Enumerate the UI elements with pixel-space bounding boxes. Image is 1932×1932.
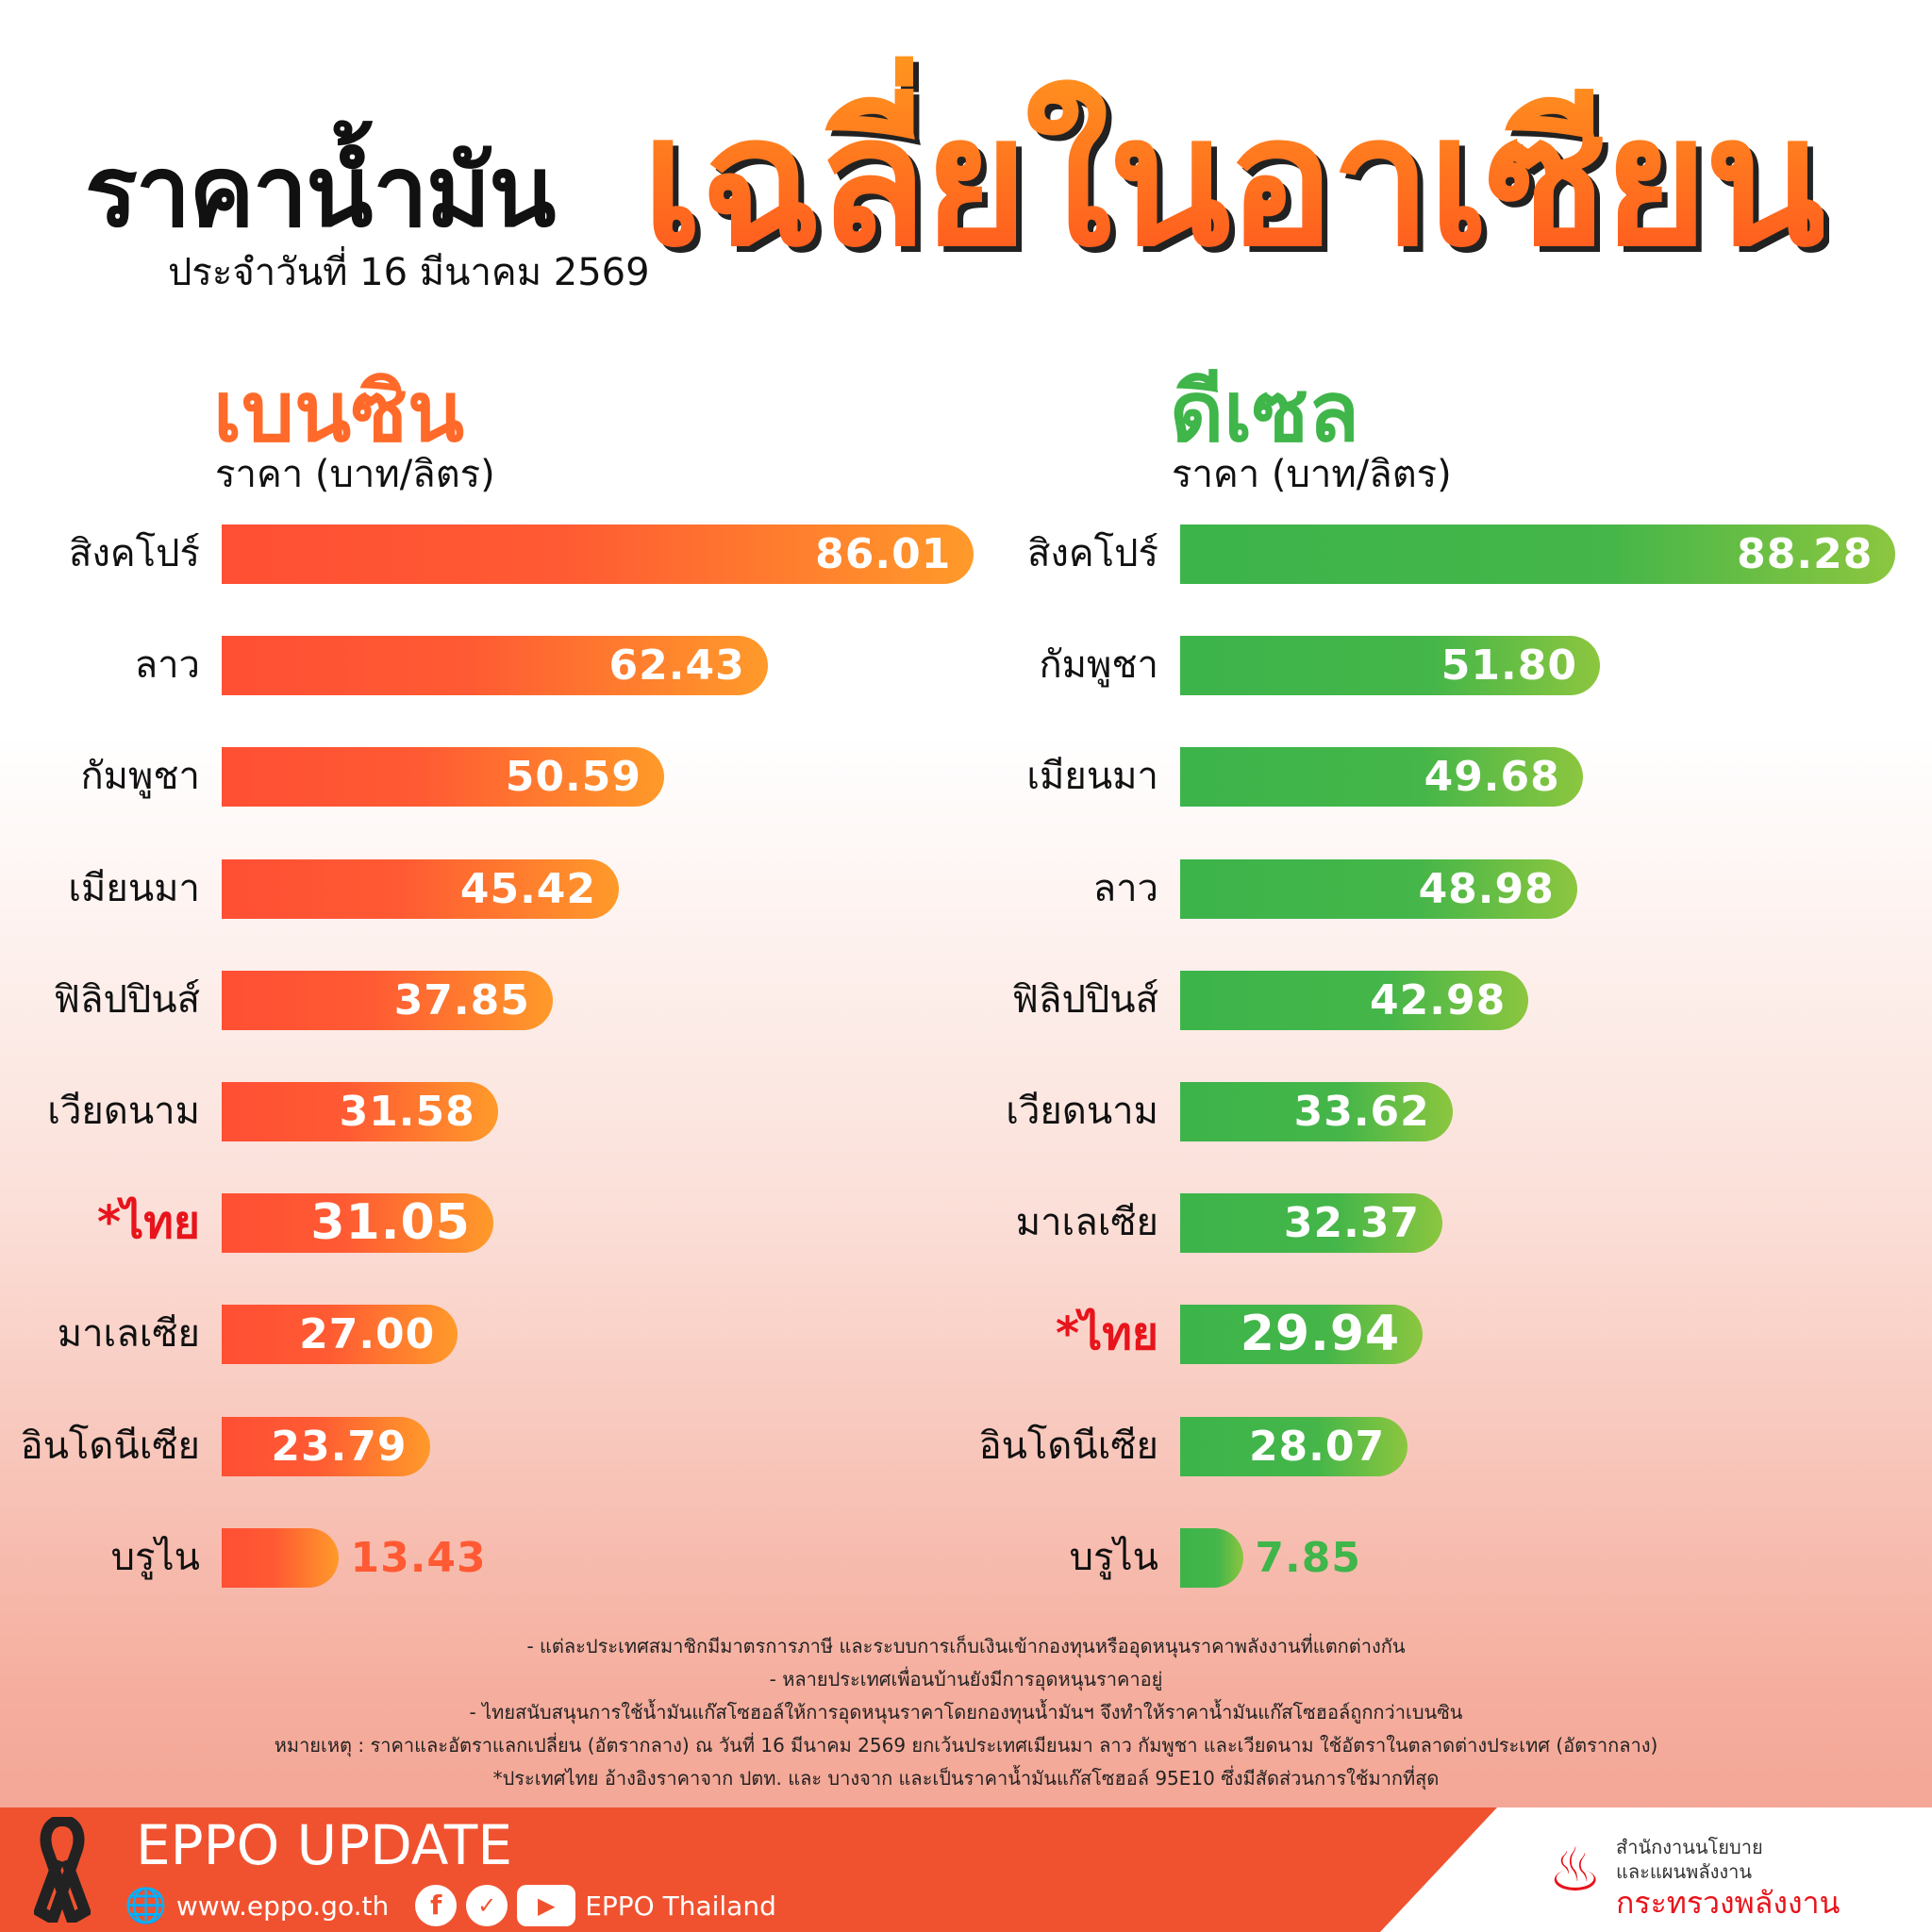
gasoline-country-label: มาเลเซีย xyxy=(57,1312,200,1357)
diesel-country-label: บรูไน xyxy=(1069,1535,1158,1579)
note: *ประเทศไทย อ้างอิงราคาจาก ปตท. และ บางจา… xyxy=(492,1767,1440,1790)
diesel-bar xyxy=(1180,1305,1424,1365)
diesel-country-label: ลาว xyxy=(1092,866,1158,910)
gasoline-country-label: บรูไน xyxy=(110,1535,200,1579)
diesel-value-label: 88.28 xyxy=(1737,530,1874,578)
note: - หลายประเทศเพื่อนบ้านยังมีการอุดหนุนราค… xyxy=(769,1668,1163,1690)
gasoline-value-label: 86.01 xyxy=(815,530,952,578)
diesel-bar xyxy=(1180,858,1577,919)
diesel-bar xyxy=(1180,970,1529,1030)
gasoline-country-label: อินโดนีเซีย xyxy=(20,1424,200,1468)
diesel-bar xyxy=(1180,636,1600,696)
diesel-country-label: สิงคโปร์ xyxy=(1026,532,1158,575)
diesel-bar xyxy=(1180,1193,1443,1254)
gasoline-value-label: 13.43 xyxy=(350,1533,487,1582)
diesel-value-label: 32.37 xyxy=(1283,1199,1421,1248)
gasoline-country-label: ลาว xyxy=(134,643,200,688)
gasoline-value-label: 45.42 xyxy=(459,864,597,913)
gasoline-bar xyxy=(222,1527,340,1588)
gasoline-value-label: 23.79 xyxy=(271,1422,408,1471)
diesel-value-label: 33.62 xyxy=(1293,1088,1430,1136)
social-handle[interactable]: EPPO Thailand xyxy=(585,1890,776,1922)
youtube-icon[interactable]: ▶ xyxy=(517,1885,576,1926)
note: - ไทยสนับสนุนการใช้น้ำมันแก๊สโซฮอล์ให้กา… xyxy=(469,1701,1463,1724)
ministry-name: กระทรวงพลังงาน xyxy=(1616,1885,1840,1921)
gasoline-bar xyxy=(222,636,768,696)
diesel-value-label: 29.94 xyxy=(1240,1306,1401,1363)
diesel-country-label: ฟิลิปปินส์ xyxy=(1011,977,1158,1022)
diesel-country-label: เวียดนาม xyxy=(1006,1090,1158,1133)
diesel-bar xyxy=(1180,525,1896,584)
diesel-country-label: *ไทย xyxy=(1055,1307,1158,1361)
diesel-bar xyxy=(1180,747,1583,808)
diesel-country-label: มาเลเซีย xyxy=(1015,1201,1158,1245)
facebook-icon[interactable]: f xyxy=(415,1885,458,1926)
date: ประจำวันที่ 16 มีนาคม 2569 xyxy=(168,251,650,294)
gasoline-country-label: กัมพูชา xyxy=(80,755,200,799)
gasoline-value-label: 31.05 xyxy=(310,1194,471,1252)
diesel-value-label: 42.98 xyxy=(1370,975,1507,1024)
gasoline-country-label: ฟิลิปปินส์ xyxy=(53,977,200,1022)
gasoline-country-label: สิงคโปร์ xyxy=(68,532,200,575)
gasoline-bar xyxy=(222,1305,458,1365)
gasoline-bar xyxy=(222,1416,430,1476)
diesel-country-label: อินโดนีเซีย xyxy=(978,1424,1158,1468)
footnotes: - แต่ละประเทศสมาชิกมีมาตรการภาษี และระบบ… xyxy=(0,1630,1932,1795)
diesel-unit: ราคา (บาท/ลิตร) xyxy=(1172,453,1452,496)
gasoline-bar xyxy=(222,747,664,808)
gasoline-bar xyxy=(222,1193,493,1254)
gasoline-bar xyxy=(222,970,553,1030)
gasoline-value-label: 31.58 xyxy=(339,1088,475,1136)
diesel-bar xyxy=(1180,1416,1408,1476)
org-line2: และแผนพลังงาน xyxy=(1616,1860,1753,1883)
gasoline-country-label: เวียดนาม xyxy=(47,1090,200,1133)
title-black: ราคาน้ำมัน xyxy=(85,134,556,249)
gasoline-value-label: 37.85 xyxy=(393,975,530,1024)
gasoline-unit: ราคา (บาท/ลิตร) xyxy=(215,453,495,496)
diesel-value-label: 51.80 xyxy=(1441,641,1577,691)
diesel-value-label: 48.98 xyxy=(1418,864,1555,913)
twitter-icon[interactable]: ✓ xyxy=(466,1885,508,1926)
diesel-bar xyxy=(1180,1527,1244,1588)
diesel-country-label: เมียนมา xyxy=(1026,755,1158,799)
gasoline-value-label: 27.00 xyxy=(299,1310,436,1359)
diesel-value-label: 7.85 xyxy=(1255,1533,1361,1582)
diesel-country-label: กัมพูชา xyxy=(1039,643,1158,688)
gasoline-bar xyxy=(222,858,620,919)
globe-icon: 🌐 xyxy=(125,1887,167,1925)
note: - แต่ละประเทศสมาชิกมีมาตรการภาษี และระบบ… xyxy=(526,1635,1406,1657)
diesel-value-label: 49.68 xyxy=(1424,753,1560,802)
footer-title: EPPO UPDATE xyxy=(136,1813,513,1877)
note: หมายเหตุ : ราคาและอัตราแลกเปลี่ยน (อัตรา… xyxy=(274,1734,1658,1757)
diesel-value-label: 28.07 xyxy=(1248,1422,1386,1471)
flame-logo-icon: ♨ xyxy=(1548,1836,1603,1906)
diesel-title: ดีเซล xyxy=(1170,363,1359,460)
gasoline-title: เบนซิน xyxy=(213,363,464,460)
gasoline-country-label: เมียนมา xyxy=(68,866,200,910)
black-ribbon-icon xyxy=(34,1817,91,1923)
gasoline-value-label: 50.59 xyxy=(505,753,641,802)
gasoline-country-label: *ไทย xyxy=(96,1196,200,1250)
website-link[interactable]: www.eppo.go.th xyxy=(175,1890,390,1922)
gasoline-bar xyxy=(222,525,974,584)
diesel-bar xyxy=(1180,1082,1453,1141)
title-orange: เฉลี่ยในอาเซียน xyxy=(641,38,1827,323)
gasoline-bar xyxy=(222,1082,498,1141)
org-line1: สำนักงานนโยบาย xyxy=(1616,1836,1763,1858)
gasoline-value-label: 62.43 xyxy=(608,641,745,691)
